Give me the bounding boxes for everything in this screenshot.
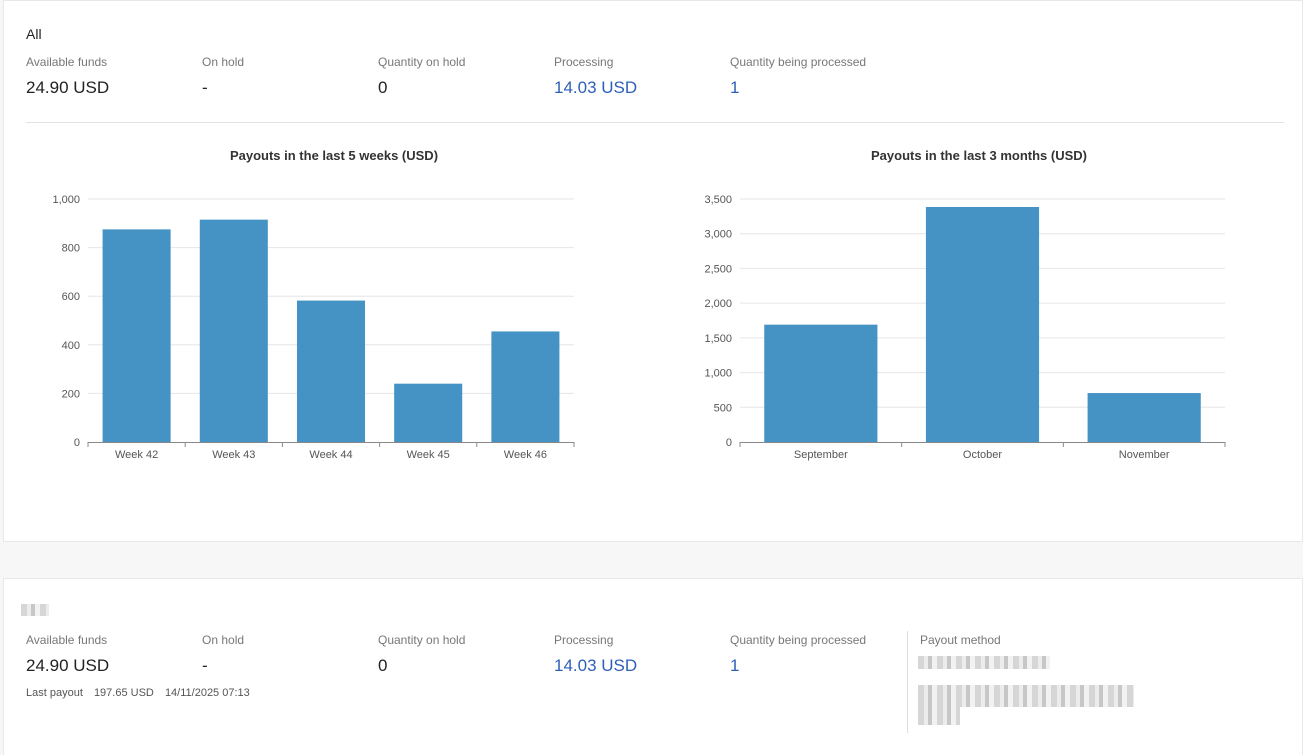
bar[interactable] (296, 300, 366, 442)
y-tick-label: 600 (62, 291, 80, 303)
y-tick-label: 2,000 (704, 298, 732, 310)
metric-value: - (202, 656, 208, 675)
payout-details-redacted (918, 685, 1134, 707)
x-tick-label: Week 42 (115, 449, 158, 461)
metric-quantity-on-hold: Quantity on hold 0 (378, 633, 465, 676)
bar[interactable] (1087, 393, 1201, 442)
bar[interactable] (394, 383, 463, 442)
processing-link[interactable]: 14.03 USD (554, 78, 638, 97)
metric-label: Quantity being processed (730, 55, 867, 69)
metric-quantity-processed: Quantity being processed 1 (730, 55, 866, 98)
metric-label: Quantity being processed (730, 633, 867, 647)
x-tick-label: Week 43 (212, 449, 255, 461)
bar[interactable] (199, 219, 268, 442)
y-tick-label: 3,000 (704, 229, 732, 241)
y-tick-label: 2,500 (704, 263, 732, 275)
payout-method-label: Payout method (920, 633, 1001, 647)
bar[interactable] (925, 206, 1040, 442)
x-tick-label: Week 44 (309, 449, 352, 461)
x-tick-label: Week 46 (504, 449, 547, 461)
metric-value: 24.90 USD (26, 78, 110, 97)
bar[interactable] (764, 324, 878, 442)
y-tick-label: 1,000 (52, 194, 80, 206)
bar[interactable] (102, 229, 171, 442)
metric-label: Quantity on hold (378, 633, 466, 647)
x-tick-label: November (1119, 449, 1170, 461)
y-tick-label: 200 (62, 388, 80, 400)
last-payout-datetime: 14/11/2025 07:13 (164, 687, 250, 699)
account-name-redacted (21, 604, 49, 616)
metric-value: 0 (378, 656, 388, 675)
metric-processing: Processing 14.03 USD (554, 55, 637, 98)
metric-label: On hold (202, 55, 245, 69)
metric-available-funds: Available funds 24.90 USD (26, 633, 109, 676)
summary-title: All (26, 26, 42, 42)
metric-label: Available funds (26, 633, 108, 647)
x-tick-label: Week 45 (407, 449, 450, 461)
metric-processing: Processing 14.03 USD (554, 633, 637, 676)
y-tick-label: 0 (74, 437, 80, 449)
monthly-payouts-svg: 0 500 1,000 1,500 2,000 2,500 3,000 3,500 Septem… (704, 194, 1226, 461)
y-tick-label: 400 (62, 340, 80, 352)
weekly-payouts-svg: 0 200 400 600 800 1,000 Week 42 Week 43 Week 44 W… (52, 194, 575, 461)
payout-method-separator (907, 631, 908, 733)
y-tick-label: 0 (726, 437, 732, 449)
metric-label: Processing (554, 55, 614, 69)
quantity-processed-link[interactable]: 1 (730, 656, 740, 675)
payout-details-redacted-2 (918, 707, 960, 725)
payout-method-redacted (918, 656, 1050, 669)
metric-quantity-on-hold: Quantity on hold 0 (378, 55, 465, 98)
y-tick-label: 800 (62, 243, 80, 255)
metric-label: Quantity on hold (378, 55, 466, 69)
metric-value: 24.90 USD (26, 656, 110, 675)
metric-available-funds: Available funds 24.90 USD (26, 55, 109, 98)
last-payout-amount: 197.65 USD (93, 687, 154, 699)
processing-link[interactable]: 14.03 USD (554, 656, 638, 675)
x-tick-label: September (794, 449, 848, 461)
weekly-payouts-chart: Payouts in the last 5 weeks (USD) 0 200 40… (26, 148, 646, 478)
last-payout: Last payout 197.65 USD 14/11/2025 07:13 (26, 687, 258, 699)
account-card: Available funds 24.90 USD On hold - Quan… (3, 578, 1303, 755)
metric-value: 0 (378, 78, 388, 97)
y-tick-label: 1,000 (704, 368, 732, 380)
metric-label: Processing (554, 633, 614, 647)
monthly-payouts-chart: Payouts in the last 3 months (USD) 0 500 1… (684, 148, 1274, 478)
y-tick-label: 500 (714, 402, 732, 414)
chart-title: Payouts in the last 5 weeks (USD) (229, 148, 439, 163)
summary-card: All Available funds 24.90 USD On hold - … (3, 0, 1303, 542)
bar[interactable] (491, 331, 560, 442)
quantity-processed-link[interactable]: 1 (730, 78, 740, 97)
metric-on-hold: On hold - (202, 633, 244, 676)
metric-label: On hold (202, 633, 245, 647)
metric-value: - (202, 78, 208, 97)
last-payout-label: Last payout (26, 687, 83, 699)
y-tick-label: 1,500 (704, 333, 732, 345)
y-tick-label: 3,500 (704, 194, 732, 206)
metric-label: Available funds (26, 55, 108, 69)
metric-on-hold: On hold - (202, 55, 244, 98)
metric-quantity-processed: Quantity being processed 1 (730, 633, 866, 676)
divider (26, 122, 1284, 123)
chart-title: Payouts in the last 3 months (USD) (871, 148, 1087, 163)
x-tick-label: October (963, 449, 1002, 461)
